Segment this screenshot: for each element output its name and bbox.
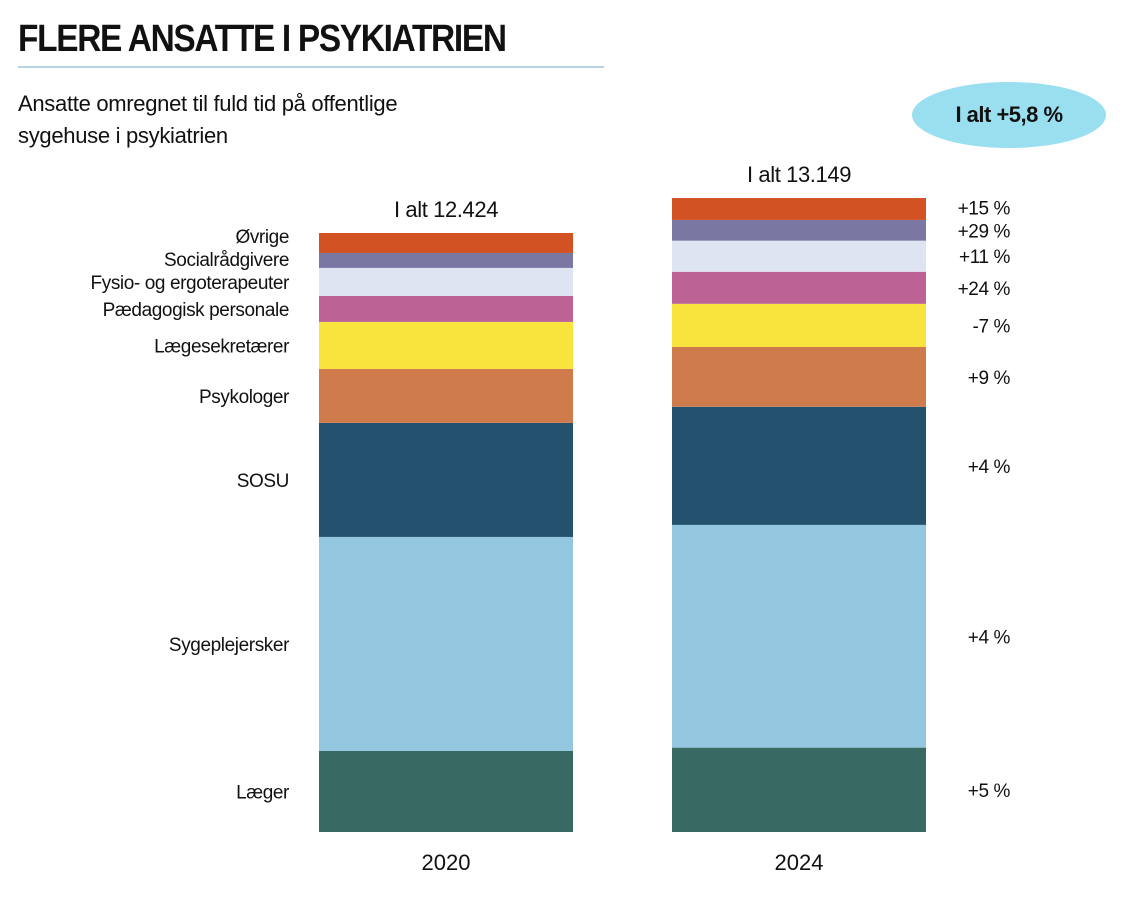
bar-segment-2020-1 — [319, 536, 573, 752]
segment-label: Lægesekretærer — [154, 336, 290, 357]
change-label: +4 % — [968, 627, 1011, 648]
total-label: I alt 13.149 — [747, 162, 851, 187]
segment-label: Socialrådgivere — [164, 250, 289, 271]
change-label: -7 % — [973, 316, 1011, 337]
bar-segment-2024-4 — [672, 303, 926, 347]
x-tick-label: 2024 — [775, 850, 824, 875]
change-label: +24 % — [958, 279, 1011, 300]
bar-segment-2024-6 — [672, 240, 926, 272]
total-change-label: I alt +5,8 % — [955, 102, 1063, 127]
change-label: +5 % — [968, 781, 1011, 802]
bar-segment-2024-1 — [672, 524, 926, 748]
change-label: +11 % — [959, 247, 1010, 268]
segment-label: Læger — [236, 783, 290, 804]
segment-label: Pædagogisk personale — [103, 300, 289, 321]
change-label: +15 % — [958, 198, 1011, 219]
segment-label: Psykologer — [199, 387, 290, 408]
bar-segment-2020-7 — [319, 252, 573, 268]
x-tick-label: 2020 — [422, 850, 471, 875]
change-label: +4 % — [968, 457, 1011, 478]
segment-label: SOSU — [237, 471, 289, 492]
bar-segment-2024-5 — [672, 271, 926, 304]
title-divider — [18, 66, 604, 68]
chart-subtitle: Ansatte omregnet til fuld tid på offentl… — [18, 91, 398, 148]
bar-segment-2020-2 — [319, 422, 573, 537]
bar-segment-2024-3 — [672, 346, 926, 407]
segment-label: Øvrige — [235, 227, 289, 248]
bar-segment-2020-4 — [319, 321, 573, 369]
segment-label: Fysio- og ergoterapeuter — [91, 273, 291, 294]
bar-segment-2020-0 — [319, 751, 573, 832]
segment-label: Sygeplejersker — [169, 635, 290, 656]
change-label: +9 % — [968, 368, 1011, 389]
bar-segment-2020-6 — [319, 267, 573, 296]
bar-segment-2024-8 — [672, 198, 926, 220]
bar-segment-2024-0 — [672, 747, 926, 832]
bar-segment-2020-5 — [319, 295, 573, 322]
chart-title: FLERE ANSATTE I PSYKIATRIEN — [18, 18, 507, 60]
bar-segment-2020-3 — [319, 368, 573, 423]
total-change-bubble: I alt +5,8 % — [912, 82, 1106, 148]
bar-segment-2024-2 — [672, 406, 926, 525]
bar-segment-2024-7 — [672, 219, 926, 241]
change-label: +29 % — [958, 221, 1011, 242]
total-label: I alt 12.424 — [394, 197, 498, 222]
bar-segment-2020-8 — [319, 233, 573, 253]
